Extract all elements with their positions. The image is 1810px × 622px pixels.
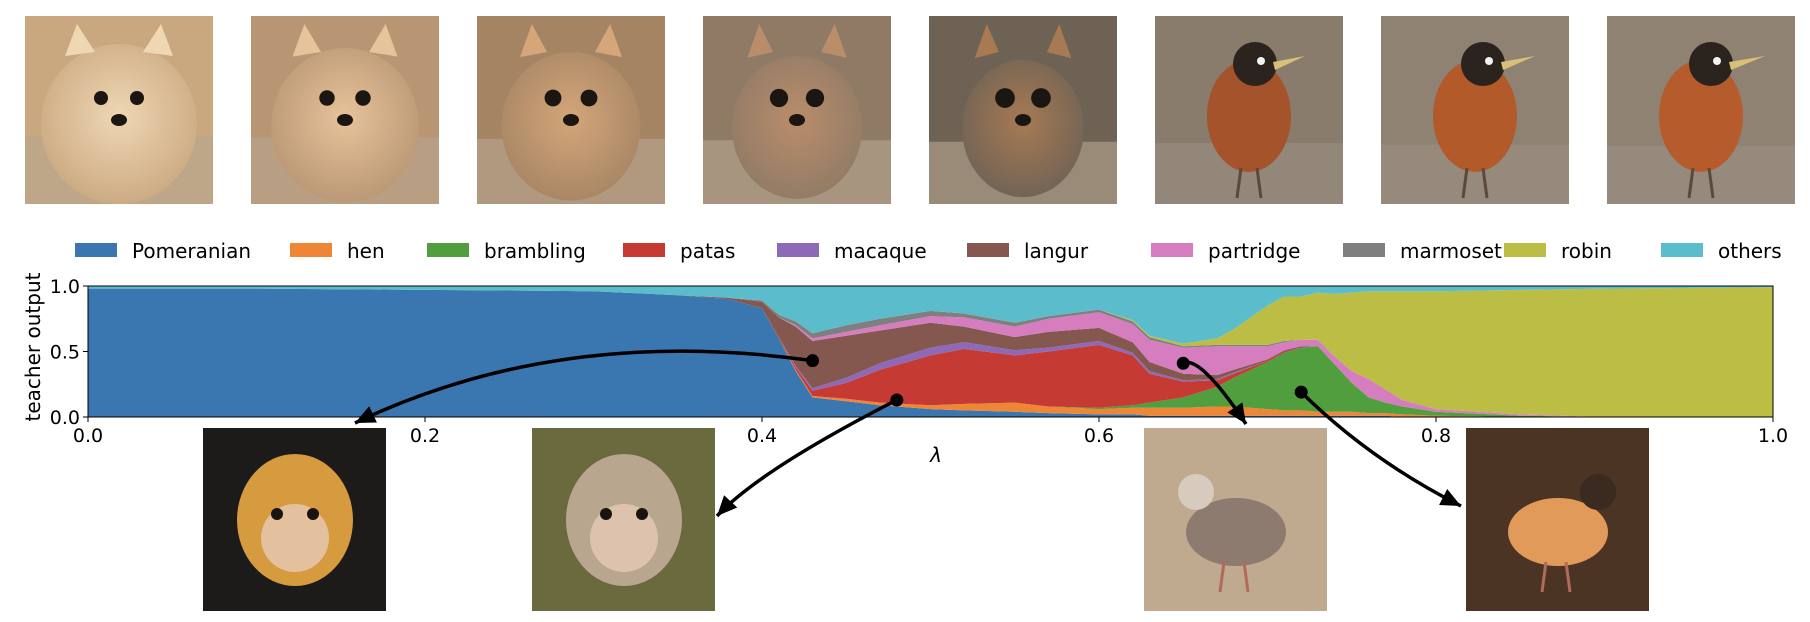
arrow-origin-dot xyxy=(890,393,904,407)
x-tick-label: 0.2 xyxy=(410,425,440,447)
x-tick-label: 0.0 xyxy=(73,425,103,447)
legend-item-robin: robin xyxy=(1504,239,1612,263)
area-robin xyxy=(88,287,1773,417)
y-axis-label: teacher output xyxy=(21,272,45,421)
legend-item-macaque: macaque xyxy=(777,239,927,263)
area-marmoset xyxy=(88,288,1773,417)
strip-image-robin xyxy=(1607,16,1795,204)
legend-item-patas: patas xyxy=(623,239,735,263)
x-tick-label: 0.8 xyxy=(1421,425,1451,447)
legend-swatch xyxy=(1343,243,1385,257)
legend-item-marmoset: marmoset xyxy=(1343,239,1502,263)
legend-item-hen: hen xyxy=(290,239,385,263)
legend-label: others xyxy=(1718,239,1782,263)
legend-swatch xyxy=(623,243,665,257)
strip-image-robin xyxy=(1381,16,1569,204)
stacked-areas xyxy=(88,286,1773,417)
legend-swatch xyxy=(777,243,819,257)
legend-item-others: others xyxy=(1661,239,1782,263)
arrow-curve xyxy=(354,349,813,425)
y-tick-label: 0.5 xyxy=(50,342,80,364)
legend-label: Pomeranian xyxy=(132,239,251,263)
x-tick-label: 1.0 xyxy=(1758,425,1788,447)
legend-swatch xyxy=(1504,243,1546,257)
interpolation-image-strip xyxy=(0,0,1810,210)
y-tick-label: 1.0 xyxy=(50,276,80,298)
annotation-arrows xyxy=(354,349,1462,518)
strip-image-pomeranian xyxy=(477,16,665,204)
strip-image-pomeranian xyxy=(25,16,213,204)
arrow-origin-dot xyxy=(806,354,820,368)
y-tick-label: 0.0 xyxy=(50,407,80,429)
strip-image-langur xyxy=(929,16,1117,204)
legend-swatch xyxy=(1151,243,1193,257)
legend-label: partridge xyxy=(1208,239,1301,263)
axes: 0.0 0.2 0.4 0.6 0.8 1.0 0.0 0.5 1.0 xyxy=(50,276,1788,447)
x-axis-label: λ xyxy=(929,443,942,467)
arrow-to-langur xyxy=(354,349,820,425)
area-pomeranian xyxy=(88,288,1773,417)
x-tick-label: 0.4 xyxy=(747,425,777,447)
arrow-to-partridge xyxy=(1176,356,1248,425)
area-others xyxy=(88,286,1773,344)
legend-swatch xyxy=(1661,243,1703,257)
strip-image-pomeranian xyxy=(251,16,439,204)
inset-image-partridge xyxy=(1144,428,1327,611)
area-macaque xyxy=(88,288,1773,417)
inset-image-langur xyxy=(203,428,386,611)
legend-item-pomeranian: Pomeranian xyxy=(75,239,251,263)
legend-item-brambling: brambling xyxy=(427,239,586,263)
legend-swatch xyxy=(290,243,332,257)
area-brambling xyxy=(88,288,1773,417)
arrow-head xyxy=(355,406,377,423)
legend-label: macaque xyxy=(834,239,927,263)
legend-label: patas xyxy=(680,239,735,263)
arrow-origin-dot xyxy=(1294,385,1308,399)
arrow-head xyxy=(1227,402,1246,424)
legend-item-partridge: partridge xyxy=(1151,239,1301,263)
arrow-to-brambling xyxy=(1294,385,1462,508)
legend-item-langur: langur xyxy=(967,239,1089,263)
legend-label: robin xyxy=(1561,239,1612,263)
legend-swatch xyxy=(75,243,117,257)
x-tick-label: 0.6 xyxy=(1084,425,1114,447)
strip-image-robin-like xyxy=(1155,16,1343,204)
arrow-head xyxy=(717,495,738,516)
inset-image-brambling xyxy=(1466,428,1649,611)
arrow-curve xyxy=(1299,390,1462,508)
arrow-origin-dot xyxy=(1176,356,1190,370)
legend-label: brambling xyxy=(484,239,586,263)
legend-label: marmoset xyxy=(1400,239,1502,263)
legend-swatch xyxy=(967,243,1009,257)
legend-label: langur xyxy=(1024,239,1089,263)
legend-swatch xyxy=(427,243,469,257)
arrow-head xyxy=(1439,488,1461,506)
legend: Pomeranian hen brambling patas macaque langur… xyxy=(75,239,1782,263)
area-patas xyxy=(88,288,1773,417)
arrow-to-patas xyxy=(715,393,904,518)
strip-image-pomeranian-langur xyxy=(703,16,891,204)
legend-label: hen xyxy=(347,239,385,263)
inset-image-patas xyxy=(532,428,715,611)
